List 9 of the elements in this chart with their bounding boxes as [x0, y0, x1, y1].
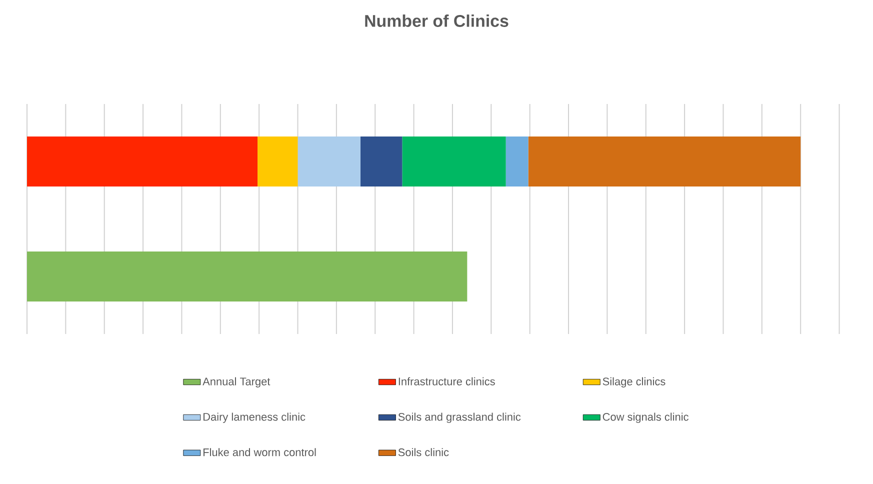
legend-label: Soils and grassland clinic	[398, 412, 521, 423]
legend-label: Dairy lameness clinic	[204, 412, 306, 423]
legend-label: Cow signals clinic	[602, 412, 688, 423]
legend-label: Infrastructure clinics	[398, 377, 495, 386]
legend-label: Soils clinic	[398, 448, 449, 456]
chart-title: Number of Clinics	[365, 14, 508, 27]
legend-label: Fluke and worm control	[204, 448, 316, 456]
legend-label: Annual Target	[202, 377, 270, 388]
legend-label: Silage clinics	[602, 377, 666, 388]
